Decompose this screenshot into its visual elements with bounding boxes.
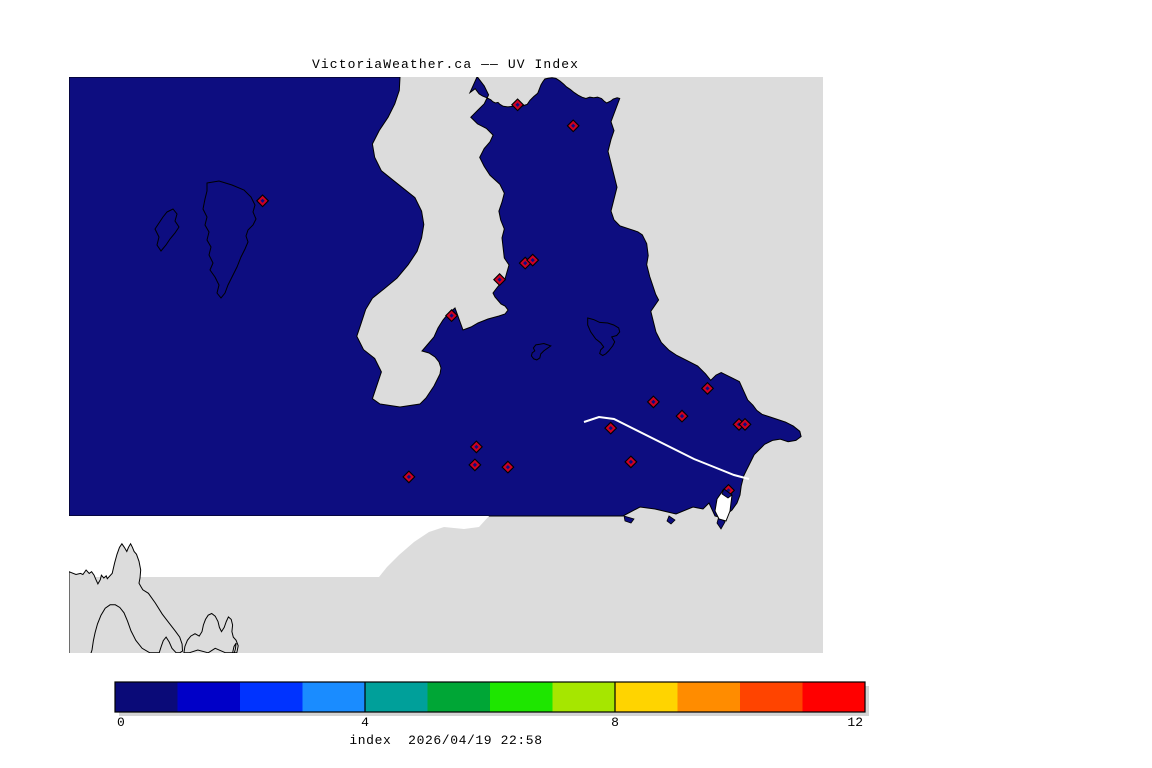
svg-text:0: 0 [117,715,125,730]
svg-text:12: 12 [847,715,863,730]
svg-text:8: 8 [611,715,619,730]
svg-text:4: 4 [361,715,369,730]
